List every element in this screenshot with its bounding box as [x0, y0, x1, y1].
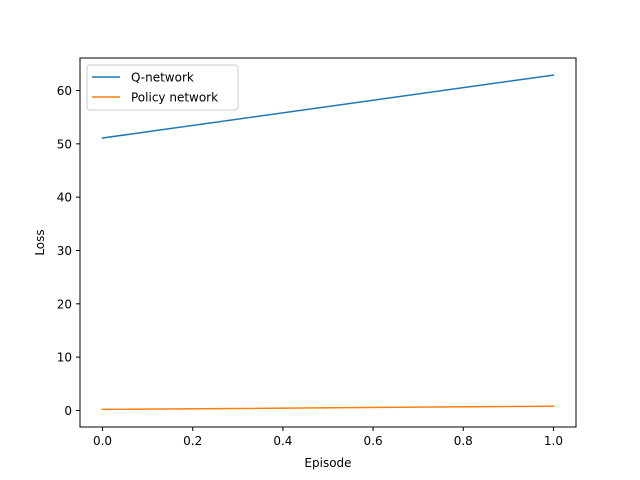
legend: Q-network Policy network: [86, 64, 239, 111]
x-tick-label: 0.4: [273, 434, 292, 448]
y-tick-label: 10: [57, 351, 72, 365]
legend-label-q-network: Q-network: [131, 71, 194, 85]
series-line-0: [101, 74, 555, 139]
x-tick-label: 0.0: [93, 434, 112, 448]
y-tick-label: 50: [57, 137, 72, 151]
ticks-layer: 0.0 0.2 0.4 0.6 0.8 1.0 0 10 20 30 40 50 60: [57, 84, 563, 448]
y-axis-label: Loss: [33, 229, 47, 255]
y-tick-label: 60: [57, 84, 72, 98]
y-tick-label: 30: [57, 244, 72, 258]
series-line-1: [101, 405, 555, 411]
x-tick-label: 0.8: [454, 434, 473, 448]
y-tick-label: 20: [57, 297, 72, 311]
x-tick-label: 1.0: [544, 434, 563, 448]
x-tick-label: 0.6: [364, 434, 383, 448]
legend-label-policy-network: Policy network: [131, 91, 218, 105]
series-layer: [101, 74, 555, 411]
x-axis-label: Episode: [304, 456, 351, 470]
plot-frame: [79, 57, 577, 428]
x-tick-label: 0.2: [183, 434, 202, 448]
legend-box: [86, 64, 239, 111]
y-tick-label: 40: [57, 191, 72, 205]
y-tick-label: 0: [64, 404, 72, 418]
